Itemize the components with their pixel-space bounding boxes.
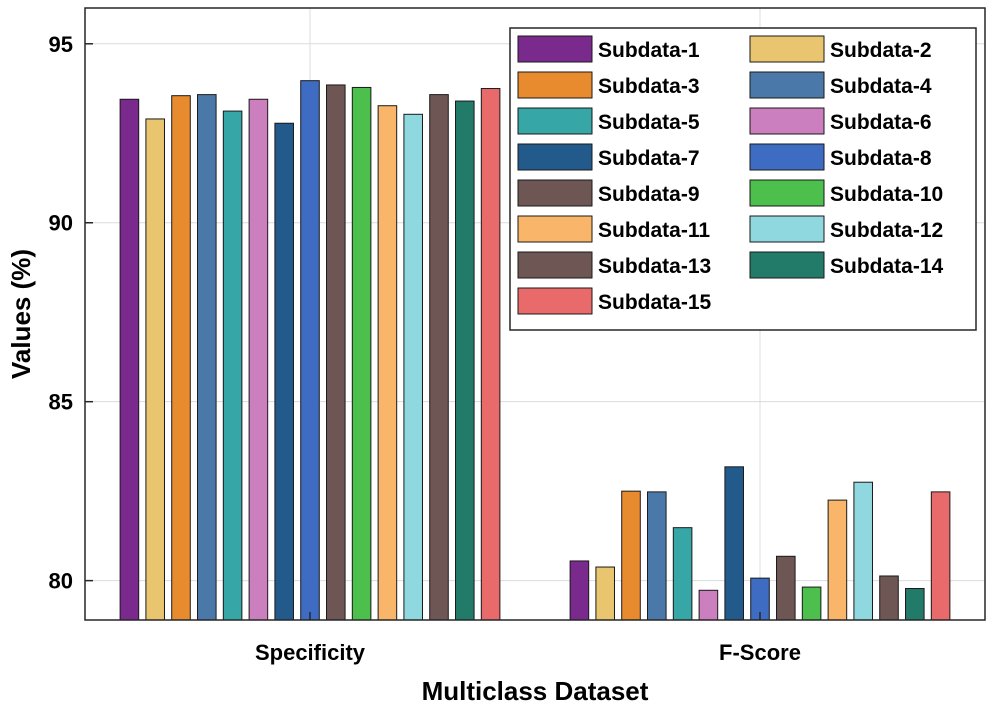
y-tick-label: 80 — [49, 569, 73, 594]
legend-swatch — [517, 143, 593, 171]
bar-subdata-5-specificity — [222, 110, 243, 621]
bar-subdata-11-specificity — [377, 105, 398, 621]
bar-subdata-14-specificity — [455, 100, 475, 621]
legend-label: Subdata-14 — [830, 255, 944, 278]
bar-subdata-12-specificity — [403, 113, 423, 621]
legend-label: Subdata-12 — [830, 219, 943, 242]
bar-subdata-7-f-score — [724, 466, 744, 621]
y-tick-label: 90 — [49, 211, 73, 236]
legend: Subdata-1 Subdata-2 Subdata-3 Subdata-4 Subd… — [509, 27, 977, 331]
legend-swatch — [749, 179, 825, 207]
y-tick-labels: 80 85 90 95 — [49, 32, 93, 594]
legend-label: Subdata-2 — [830, 39, 932, 62]
x-tick-label: Specificity — [255, 640, 366, 665]
legend-swatch — [517, 287, 593, 315]
legend-label: Subdata-6 — [830, 111, 932, 134]
legend-swatch — [749, 251, 825, 279]
bar-subdata-7-specificity — [274, 122, 294, 621]
legend-swatch — [517, 107, 593, 135]
bar-subdata-14-f-score — [905, 588, 925, 621]
x-tick-labels: Specificity F-Score — [255, 612, 801, 665]
bar-subdata-15-specificity — [480, 88, 501, 621]
bar-subdata-3-specificity — [171, 95, 191, 621]
bar-subdata-10-f-score — [801, 586, 822, 621]
legend-label: Subdata-5 — [598, 111, 700, 134]
legend-label: Subdata-9 — [598, 183, 700, 206]
legend-swatch — [749, 215, 825, 243]
bars — [119, 80, 951, 621]
x-axis-title: Multiclass Dataset — [422, 676, 649, 706]
legend-label: Subdata-1 — [598, 39, 700, 62]
legend-label: Subdata-7 — [598, 147, 700, 170]
legend-label: Subdata-15 — [598, 291, 712, 314]
bar-subdata-10-specificity — [351, 86, 372, 621]
y-tick-label: 95 — [49, 32, 73, 57]
bar-subdata-15-f-score — [930, 491, 951, 621]
bar-subdata-8-specificity — [300, 80, 320, 621]
bar-subdata-3-f-score — [621, 490, 641, 621]
bar-subdata-4-f-score — [647, 491, 667, 621]
bar-subdata-9-f-score — [776, 555, 796, 621]
legend-swatch — [749, 107, 825, 135]
legend-swatch — [517, 35, 593, 63]
plot-frame — [84, 7, 986, 621]
legend-swatch — [749, 143, 825, 171]
bar-subdata-2-f-score — [595, 566, 615, 621]
bar-subdata-6-specificity — [248, 98, 269, 621]
bar-subdata-6-f-score — [698, 589, 719, 621]
legend-label: Subdata-4 — [830, 75, 932, 98]
bar-subdata-2-specificity — [145, 118, 165, 621]
bar-subdata-9-specificity — [326, 84, 346, 621]
bar-subdata-13-specificity — [429, 94, 449, 621]
y-axis-title: Values (%) — [6, 249, 36, 379]
legend-swatch — [749, 35, 825, 63]
legend-label: Subdata-8 — [830, 147, 932, 170]
legend-label: Subdata-10 — [830, 183, 943, 206]
legend-swatch — [517, 215, 593, 243]
bar-subdata-1-specificity — [119, 98, 140, 621]
legend-swatch — [749, 71, 825, 99]
legend-swatch — [517, 71, 593, 99]
legend-label: Subdata-3 — [598, 75, 700, 98]
bar-subdata-4-specificity — [197, 94, 217, 621]
bar-subdata-13-f-score — [879, 575, 899, 621]
bar-subdata-12-f-score — [853, 481, 873, 621]
bar-subdata-11-f-score — [827, 499, 848, 621]
legend-swatch — [517, 251, 593, 279]
legend-label: Subdata-13 — [598, 255, 711, 278]
legend-label: Subdata-11 — [598, 219, 710, 242]
legend-swatch — [517, 179, 593, 207]
x-tick-label: F-Score — [719, 640, 801, 665]
y-tick-label: 85 — [49, 390, 73, 415]
bar-subdata-1-f-score — [569, 560, 590, 621]
bar-subdata-5-f-score — [672, 527, 693, 621]
